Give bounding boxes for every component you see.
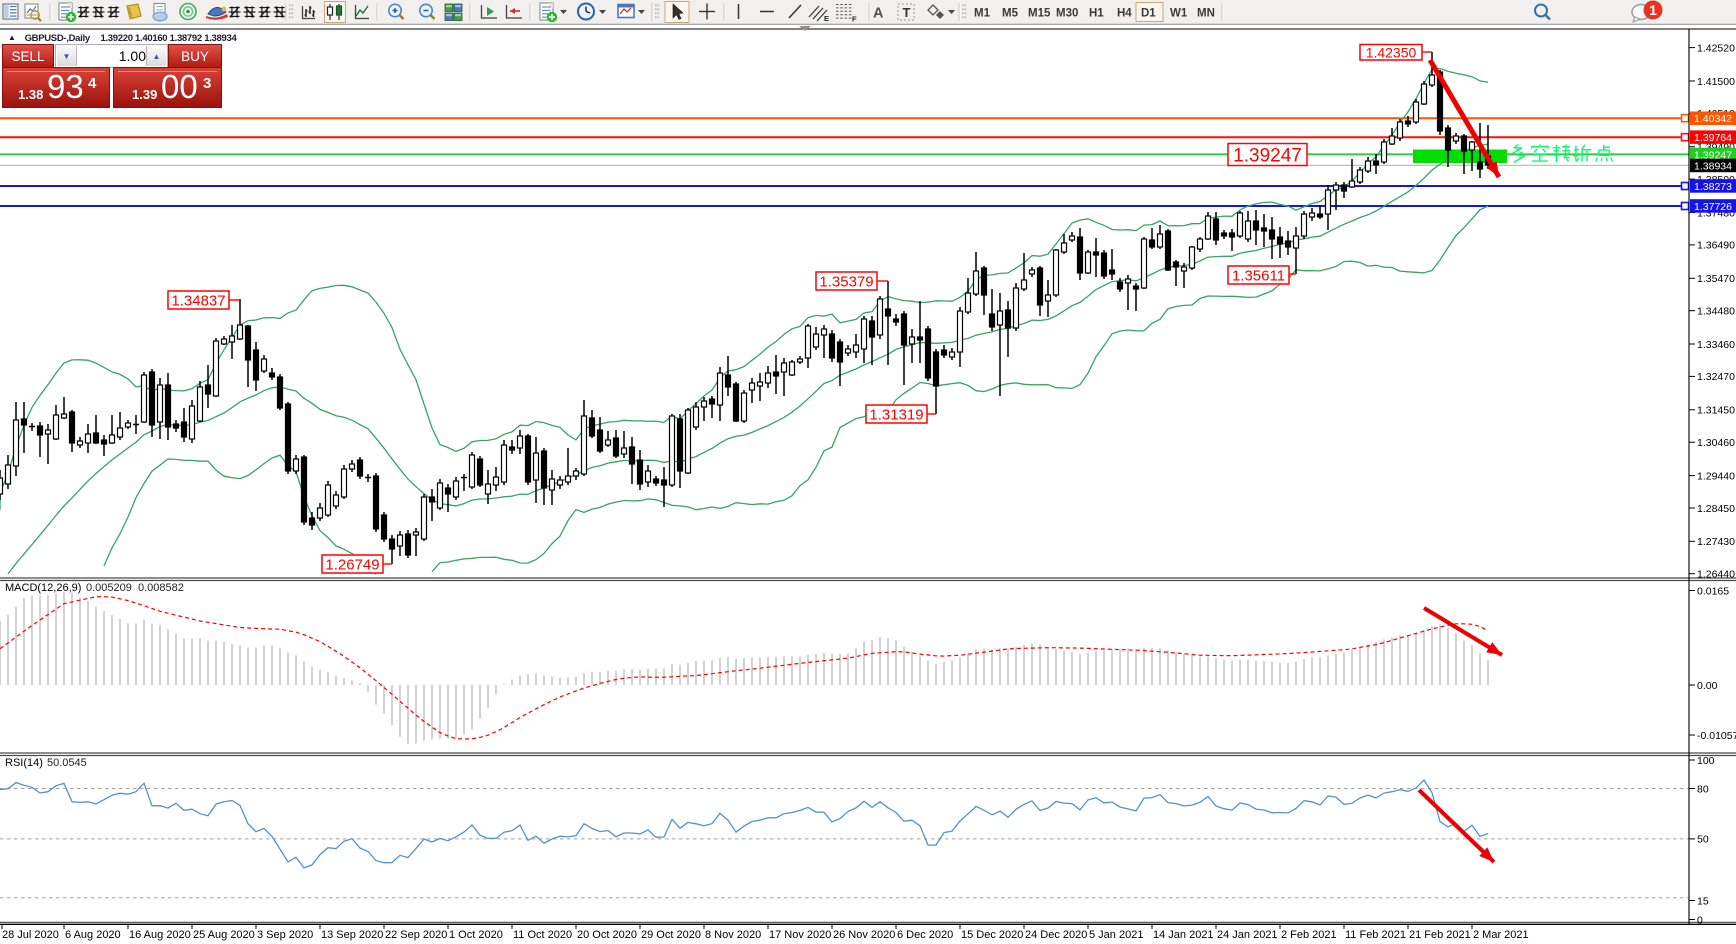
svg-text:F: F [852, 15, 857, 24]
svg-text:13 Sep 2020: 13 Sep 2020 [321, 929, 383, 941]
svg-text:100: 100 [1697, 755, 1715, 767]
svg-text:2 Mar 2021: 2 Mar 2021 [1473, 929, 1529, 941]
svg-text:14 Jan 2021: 14 Jan 2021 [1153, 929, 1214, 941]
svg-text:15: 15 [1697, 895, 1709, 907]
svg-text:80: 80 [1697, 783, 1709, 795]
svg-text:1.37726: 1.37726 [1694, 201, 1732, 213]
svg-text:1.26749: 1.26749 [325, 556, 379, 573]
svg-text:22 Sep 2020: 22 Sep 2020 [385, 929, 447, 941]
svg-text:1.35611: 1.35611 [1232, 267, 1285, 284]
svg-text:8 Nov 2020: 8 Nov 2020 [705, 929, 761, 941]
svg-text:0: 0 [1697, 914, 1703, 926]
svg-text:D1: D1 [1141, 8, 1156, 20]
svg-text:MACD(12,26,9): MACD(12,26,9) [5, 582, 81, 594]
svg-text:1.40342: 1.40342 [1694, 113, 1732, 125]
svg-text:M30: M30 [1056, 8, 1078, 20]
svg-text:1.28450: 1.28450 [1697, 503, 1735, 515]
svg-text:1.34837: 1.34837 [171, 292, 225, 309]
svg-text:2 Feb 2021: 2 Feb 2021 [1281, 929, 1337, 941]
svg-text:1.35470: 1.35470 [1697, 273, 1735, 285]
svg-text:1.39247: 1.39247 [1233, 145, 1302, 166]
svg-text:0.0165: 0.0165 [1697, 585, 1729, 597]
svg-text:1.39247: 1.39247 [1694, 149, 1732, 161]
svg-text:24 Jan 2021: 24 Jan 2021 [1217, 929, 1278, 941]
svg-text:1.39764: 1.39764 [1694, 132, 1732, 144]
svg-text:28 Jul 2020: 28 Jul 2020 [2, 929, 59, 941]
svg-text:1.30460: 1.30460 [1697, 437, 1735, 449]
svg-text:50.0545: 50.0545 [47, 757, 87, 769]
svg-text:W1: W1 [1170, 8, 1188, 20]
svg-text:1.38934: 1.38934 [1694, 160, 1732, 172]
svg-text:24 Dec 2020: 24 Dec 2020 [1025, 929, 1087, 941]
svg-text:1.31319: 1.31319 [869, 406, 923, 423]
svg-text:1.41500: 1.41500 [1697, 76, 1735, 88]
svg-text:1.42520: 1.42520 [1697, 42, 1735, 54]
svg-text:21 Feb 2021: 21 Feb 2021 [1409, 929, 1471, 941]
svg-text:50: 50 [1697, 834, 1709, 846]
svg-text:17 Nov 2020: 17 Nov 2020 [769, 929, 831, 941]
svg-text:6 Dec 2020: 6 Dec 2020 [897, 929, 953, 941]
svg-text:M1: M1 [974, 8, 991, 20]
svg-text:1.42350: 1.42350 [1366, 44, 1417, 60]
svg-text:M15: M15 [1028, 8, 1051, 20]
svg-text:1.27430: 1.27430 [1697, 536, 1735, 548]
svg-text:1.38273: 1.38273 [1694, 181, 1732, 193]
svg-text:1: 1 [1649, 2, 1657, 18]
svg-text:1 Oct 2020: 1 Oct 2020 [449, 929, 503, 941]
svg-text:20 Oct 2020: 20 Oct 2020 [577, 929, 637, 941]
svg-text:0.008582: 0.008582 [138, 582, 184, 594]
svg-text:RSI(14): RSI(14) [5, 757, 43, 769]
svg-text:1.29440: 1.29440 [1697, 470, 1735, 482]
svg-text:1.32470: 1.32470 [1697, 371, 1735, 383]
svg-text:H1: H1 [1089, 8, 1104, 20]
svg-text:15 Dec 2020: 15 Dec 2020 [961, 929, 1023, 941]
svg-text:1.31450: 1.31450 [1697, 405, 1735, 417]
svg-text:29 Oct 2020: 29 Oct 2020 [641, 929, 701, 941]
svg-text:H4: H4 [1117, 8, 1132, 20]
svg-text:11 Oct 2020: 11 Oct 2020 [513, 929, 572, 941]
svg-text:M5: M5 [1002, 8, 1019, 20]
svg-text:3 Sep 2020: 3 Sep 2020 [257, 929, 313, 941]
svg-text:11 Feb 2021: 11 Feb 2021 [1345, 929, 1406, 941]
svg-text:1.36490: 1.36490 [1697, 240, 1735, 252]
svg-text:6 Aug 2020: 6 Aug 2020 [65, 929, 121, 941]
svg-text:1.26440: 1.26440 [1697, 569, 1735, 581]
svg-text:0.00: 0.00 [1697, 680, 1718, 692]
svg-text:0.005209: 0.005209 [86, 582, 132, 594]
svg-text:25 Aug 2020: 25 Aug 2020 [193, 929, 255, 941]
svg-text:T: T [903, 5, 911, 20]
svg-text:A: A [873, 6, 884, 22]
svg-text:E: E [824, 14, 829, 23]
svg-text:1.33460: 1.33460 [1697, 339, 1735, 351]
svg-text:26 Nov 2020: 26 Nov 2020 [833, 929, 895, 941]
svg-text:16 Aug 2020: 16 Aug 2020 [129, 929, 191, 941]
svg-text:MN: MN [1197, 8, 1215, 20]
svg-text:5 Jan 2021: 5 Jan 2021 [1089, 929, 1143, 941]
svg-text:1.34480: 1.34480 [1697, 306, 1735, 318]
svg-text:1.35379: 1.35379 [819, 273, 873, 290]
